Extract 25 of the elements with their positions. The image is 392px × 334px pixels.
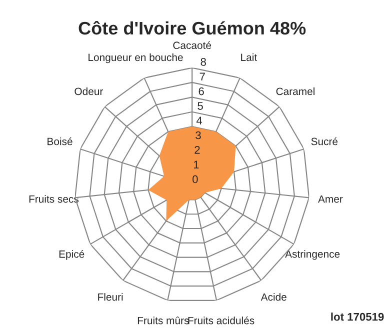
chart-title: Côte d'Ivoire Guémon 48% [78, 20, 306, 35]
y-tick-label: 5 [198, 102, 203, 110]
spoke-label: Fleuri [98, 293, 123, 301]
y-tick-label: 1 [194, 160, 199, 168]
spoke-label: Lait [241, 53, 257, 62]
spoke-label: Odeur [74, 87, 103, 96]
y-tick-label: 4 [196, 116, 202, 124]
y-tick-label: 8 [200, 58, 206, 66]
text: lot 170519 [331, 312, 384, 321]
spoke-label: Sucré [311, 137, 338, 146]
spoke-label: Longueur en bouche [88, 53, 183, 64]
spoke-label: Fruits acidulés [188, 316, 254, 324]
spoke-label: Epicé [59, 250, 84, 260]
spoke-label: Acide [260, 293, 286, 301]
spoke-label: Cacaoté [173, 41, 212, 50]
spoke-label: Fruits mûrs [138, 316, 189, 324]
spoke-label: Amer [318, 195, 343, 203]
y-tick-label: 7 [200, 72, 205, 80]
y-tick-label: 0 [192, 175, 198, 184]
spoke-label: Caramel [276, 87, 314, 96]
spoke-label: Boisé [48, 137, 72, 146]
y-tick-label: 3 [196, 131, 201, 140]
y-tick-label: 6 [198, 87, 204, 96]
y-tick-label: 2 [194, 146, 200, 154]
spoke-label: Astringence [285, 250, 340, 260]
